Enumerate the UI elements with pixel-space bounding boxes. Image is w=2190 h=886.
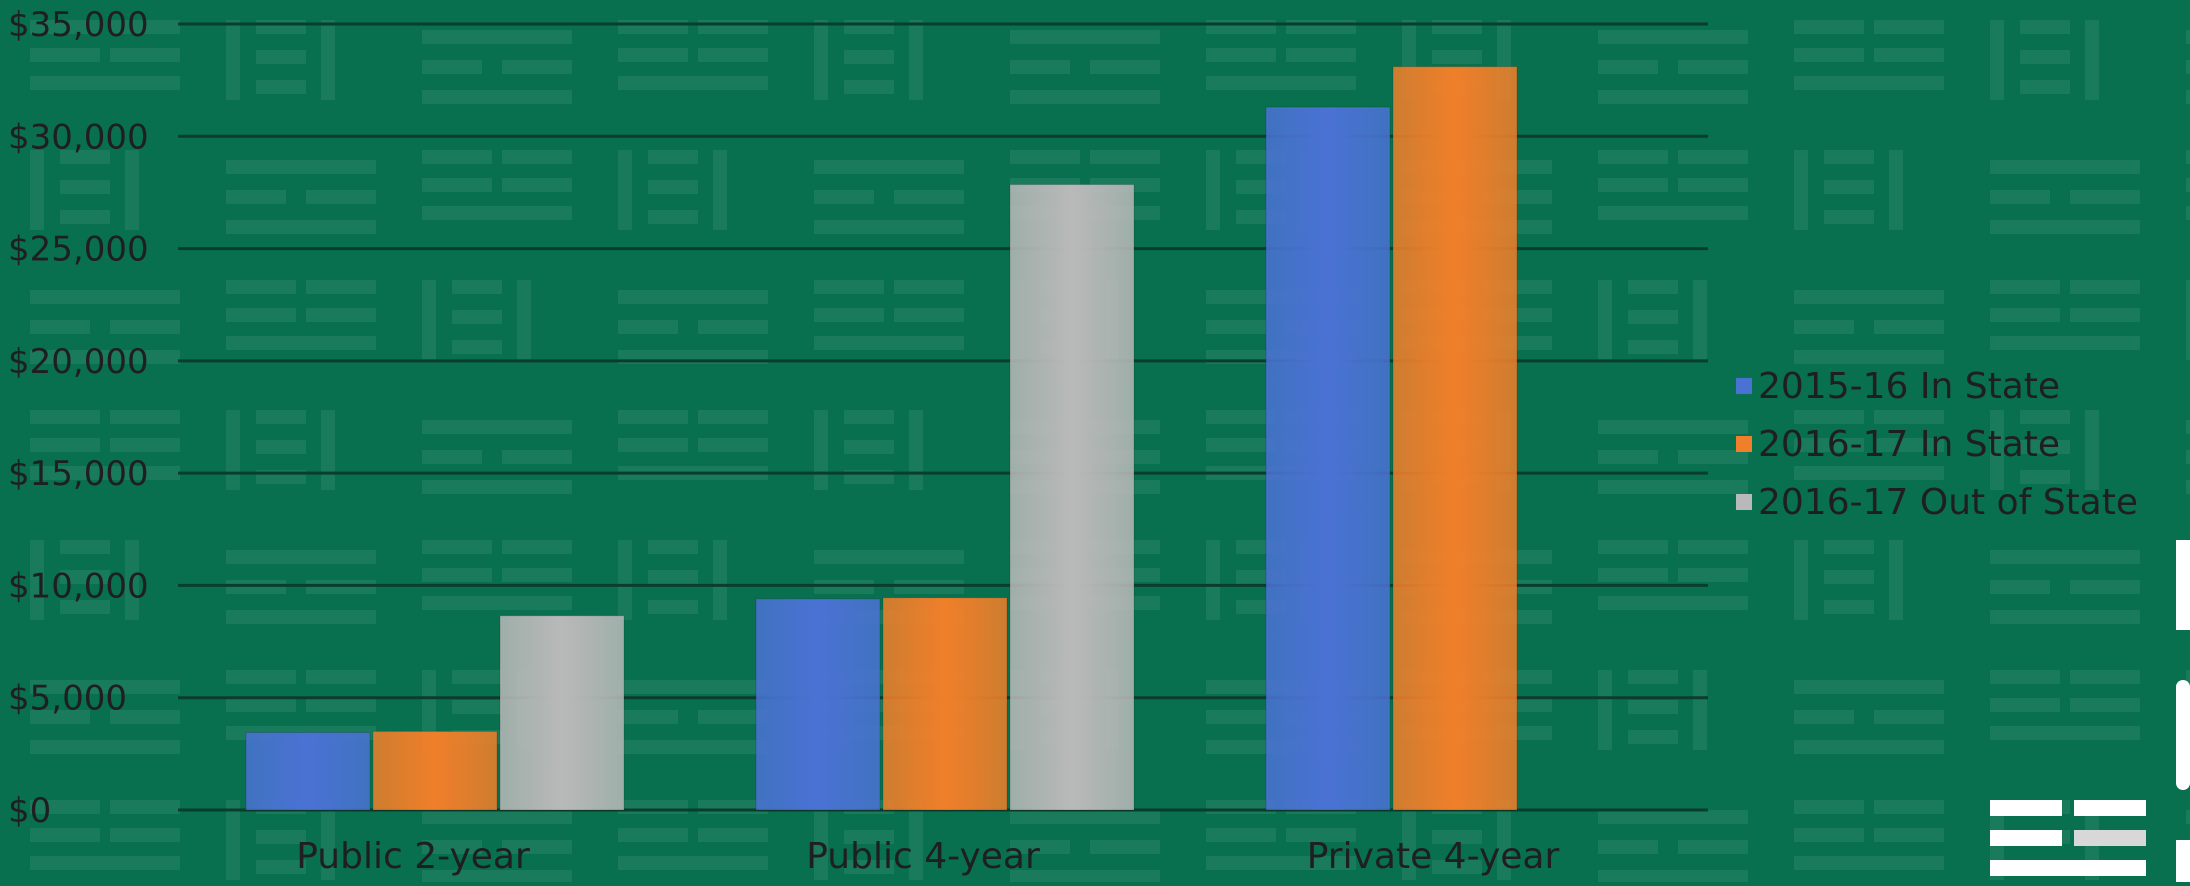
legend-swatch — [1736, 436, 1752, 452]
pattern-tile — [30, 680, 180, 754]
bar-2016-17-in-state-private-4-year — [1392, 66, 1518, 811]
pattern-tile — [30, 20, 180, 90]
bar-2016-17-in-state-public-4-year — [882, 597, 1008, 811]
grid-logo-icon — [1990, 800, 2146, 876]
y-tick-label: $20,000 — [8, 342, 149, 382]
pattern-tile — [422, 280, 531, 360]
pattern-tile — [1990, 410, 2099, 490]
pattern-tile — [814, 280, 964, 350]
x-category-label: Public 2-year — [296, 836, 530, 877]
pattern-tile — [2186, 280, 2190, 360]
legend[interactable]: 2015-16 In State 2016-17 In State 2016-17 … — [1736, 366, 2138, 523]
pattern-tile — [618, 410, 768, 480]
pattern-tile — [30, 800, 180, 870]
pattern-tile — [1990, 160, 2140, 234]
pattern-tile — [618, 540, 727, 620]
pattern-tile — [30, 150, 139, 230]
bar-2015-16-in-state-public-2-year — [245, 732, 371, 811]
legend-swatch — [1736, 378, 1752, 394]
pattern-tile — [1794, 290, 1944, 364]
pattern-tile — [226, 20, 335, 100]
pattern-tile — [1990, 550, 2140, 624]
legend-swatch — [1736, 494, 1752, 510]
bar-2016-17-out-of-state-public-2-year — [499, 615, 625, 811]
y-axis-ticks: $0 $5,000 $10,000 $15,000 $20,000 $25,000 $30,… — [8, 5, 149, 831]
pattern-tile — [1598, 540, 1748, 610]
bar-2015-16-in-state-private-4-year — [1265, 106, 1391, 811]
pattern-tile — [1598, 420, 1748, 494]
pattern-tile — [1598, 280, 1707, 360]
x-category-label: Private 4-year — [1307, 836, 1560, 877]
bars — [245, 66, 1518, 811]
pattern-tile — [1598, 670, 1707, 750]
pattern-tile — [1794, 20, 1944, 90]
pattern-tile — [1990, 670, 2140, 740]
pattern-tile — [226, 160, 376, 234]
pattern-tile — [422, 30, 572, 104]
pattern-tile — [618, 680, 768, 754]
pattern-tile — [1794, 410, 1944, 480]
legend-label: 2016-17 Out of State — [1758, 482, 2138, 523]
y-tick-label: $0 — [8, 791, 51, 831]
pattern-tile — [422, 150, 572, 220]
pattern-tile — [422, 810, 572, 882]
pattern-tile — [1990, 20, 2099, 100]
bar-2016-17-in-state-public-2-year — [372, 730, 498, 811]
pattern-tile — [422, 540, 572, 610]
pattern-tile — [422, 420, 572, 494]
pattern-tile — [1598, 150, 1748, 220]
pattern-tile — [1794, 800, 1944, 870]
bar-2015-16-in-state-public-4-year — [755, 598, 881, 811]
pattern-tile — [1794, 540, 1903, 620]
pattern-tile — [1010, 810, 1160, 882]
pattern-tile — [2186, 150, 2190, 220]
pattern-tile — [814, 410, 923, 490]
edge-decoration — [2172, 540, 2190, 882]
pattern-tile — [2186, 30, 2190, 104]
y-tick-label: $30,000 — [8, 117, 149, 157]
legend-item[interactable]: 2016-17 In State — [1736, 424, 2060, 465]
legend-item[interactable]: 2015-16 In State — [1736, 366, 2060, 407]
pattern-tile — [30, 410, 180, 480]
pattern-tile — [1010, 30, 1160, 104]
pattern-tile — [226, 280, 376, 350]
pattern-tile — [814, 160, 964, 234]
pattern-tile — [1794, 680, 1944, 754]
legend-item[interactable]: 2016-17 Out of State — [1736, 482, 2138, 523]
pattern-tile — [1990, 280, 2140, 350]
y-tick-label: $35,000 — [8, 5, 149, 45]
y-tick-label: $5,000 — [8, 679, 127, 719]
pattern-tile — [2186, 420, 2190, 494]
y-tick-label: $15,000 — [8, 454, 149, 494]
bar-2016-17-out-of-state-public-4-year — [1009, 184, 1135, 811]
legend-label: 2015-16 In State — [1758, 366, 2060, 407]
pattern-tile — [30, 540, 139, 620]
x-axis-categories: Public 2-year Public 4-year Private 4-year — [296, 836, 1559, 877]
pattern-tile — [618, 150, 727, 230]
y-tick-label: $10,000 — [8, 566, 149, 606]
legend-label: 2016-17 In State — [1758, 424, 2060, 465]
pattern-tile — [1598, 810, 1748, 882]
pattern-tile — [1598, 30, 1748, 104]
x-category-label: Public 4-year — [806, 836, 1040, 877]
pattern-tile — [226, 550, 376, 624]
pattern-tile — [30, 290, 180, 364]
y-tick-label: $25,000 — [8, 230, 149, 270]
pattern-tile — [1794, 150, 1903, 230]
